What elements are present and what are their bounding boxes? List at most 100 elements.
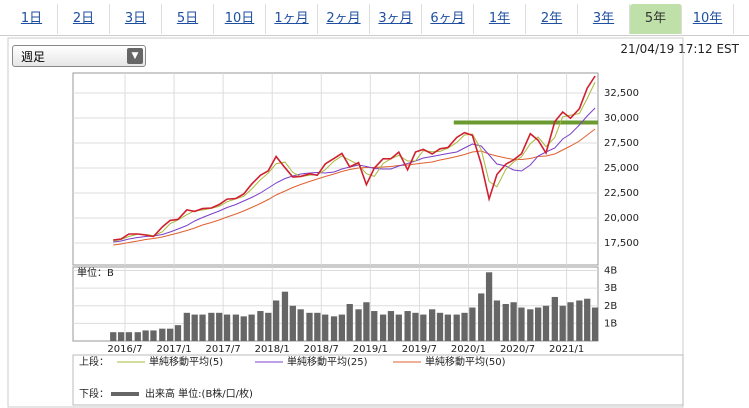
x-tick-label: 2017/1 <box>156 344 191 355</box>
series-line <box>113 107 596 243</box>
legend-label: 単純移動平均(5) <box>149 355 223 368</box>
period-tab[interactable]: 3ヶ月 <box>370 4 422 34</box>
volume-bar <box>297 309 304 341</box>
period-tab[interactable]: 10年 <box>682 4 734 34</box>
volume-bar <box>576 300 583 341</box>
period-tab[interactable]: 10日 <box>214 4 266 34</box>
volume-bar <box>110 332 117 341</box>
volume-bar <box>510 302 517 341</box>
volume-bar <box>527 309 534 341</box>
volume-bar <box>429 309 436 341</box>
volume-bar <box>363 302 370 341</box>
volume-bar <box>216 312 223 341</box>
y-tick-label: 25,000 <box>604 163 639 174</box>
volume-bar <box>518 307 525 341</box>
plot-frame <box>72 266 599 342</box>
volume-bar <box>208 312 215 341</box>
x-tick-label: 2018/7 <box>304 344 339 355</box>
volume-bar <box>183 312 190 341</box>
volume-bar <box>159 328 166 341</box>
volume-bar <box>371 311 378 341</box>
volume-bar <box>117 332 125 341</box>
volume-bar <box>322 314 329 341</box>
volume-bar <box>535 307 542 341</box>
y-tick-label: 30,000 <box>604 113 639 124</box>
x-tick-label: 2019/7 <box>402 344 437 355</box>
legend-label: 単純移動平均(25) <box>287 355 368 368</box>
dropdown-arrow[interactable]: ▼ <box>127 48 143 64</box>
volume-bar <box>502 304 509 341</box>
y-tick-label: 20,000 <box>604 213 639 224</box>
volume-bar <box>338 314 346 341</box>
y-tick-label: 27,500 <box>604 138 639 149</box>
volume-bar <box>444 314 451 341</box>
volume-bar <box>199 314 206 341</box>
volume-bar <box>379 314 387 341</box>
volume-bar <box>191 314 198 341</box>
volume-bar <box>584 298 591 341</box>
dropdown[interactable]: 週足 ▼ <box>12 45 146 67</box>
volume-bar <box>232 314 240 341</box>
volume-bar <box>272 300 280 341</box>
volume-bar <box>404 311 411 341</box>
legend-box <box>72 354 684 406</box>
y-tick-label: 3B <box>604 283 617 294</box>
x-tick-label: 2018/1 <box>255 344 290 355</box>
x-tick-label: 2017/7 <box>206 344 241 355</box>
volume-bar <box>461 312 468 341</box>
volume-bar <box>387 311 395 341</box>
volume-bar <box>412 312 419 341</box>
series-line <box>113 75 596 241</box>
outer-frame <box>7 37 684 408</box>
period-tab[interactable]: 2ヶ月 <box>318 4 370 34</box>
y-tick-label: 22,500 <box>604 188 639 199</box>
legend-label: 出来高 単位:(B株/口/枚) <box>145 387 253 400</box>
volume-bar <box>281 291 289 341</box>
period-tab[interactable]: 2年 <box>526 4 578 34</box>
legend-prefix: 下段： <box>79 387 109 400</box>
period-tab[interactable]: 5年 <box>630 4 682 34</box>
y-tick-label: 1B <box>604 318 617 329</box>
x-tick-label: 2016/7 <box>107 344 142 355</box>
volume-bar <box>330 316 338 341</box>
y-tick-label: 2B <box>604 301 617 312</box>
period-tab[interactable]: 3日 <box>110 4 162 34</box>
period-tab[interactable]: 3年 <box>578 4 630 34</box>
volume-bar <box>306 312 313 341</box>
legend-label: 単純移動平均(50) <box>425 355 506 368</box>
period-tab[interactable]: 1日 <box>6 4 58 34</box>
plot-frame <box>72 72 599 266</box>
volume-bar <box>485 272 493 341</box>
series-line <box>113 81 596 242</box>
period-tab[interactable]: 2日 <box>58 4 110 34</box>
timestamp: 21/04/19 17:12 EST <box>620 42 739 56</box>
x-tick-label: 2019/1 <box>353 344 388 355</box>
x-tick-label: 2020/7 <box>500 344 535 355</box>
volume-bar <box>478 293 485 341</box>
volume-bar <box>559 305 566 341</box>
period-tab[interactable]: 1ヶ月 <box>266 4 318 34</box>
volume-bar <box>436 312 444 341</box>
volume-bar <box>346 304 353 341</box>
volume-bar <box>469 307 476 341</box>
volume-bar <box>142 330 149 341</box>
volume-bar <box>395 314 402 341</box>
volume-bar <box>257 311 264 341</box>
volume-bar <box>567 302 574 341</box>
y-tick-label: 32,500 <box>604 88 639 99</box>
series-line <box>113 128 596 246</box>
volume-bar <box>591 307 599 341</box>
period-tab[interactable]: 6ヶ月 <box>422 4 474 34</box>
y-tick-label: 17,500 <box>604 238 639 249</box>
volume-bar <box>134 332 141 341</box>
volume-bar <box>265 312 272 341</box>
x-tick-label: 2021/1 <box>549 344 584 355</box>
volume-bar <box>125 332 133 341</box>
volume-bar <box>174 325 182 341</box>
volume-bar <box>248 314 255 341</box>
period-tab[interactable]: 5日 <box>162 4 214 34</box>
legend-prefix: 上段： <box>79 355 109 368</box>
period-tab[interactable]: 1年 <box>474 4 526 34</box>
volume-bar <box>223 314 231 341</box>
